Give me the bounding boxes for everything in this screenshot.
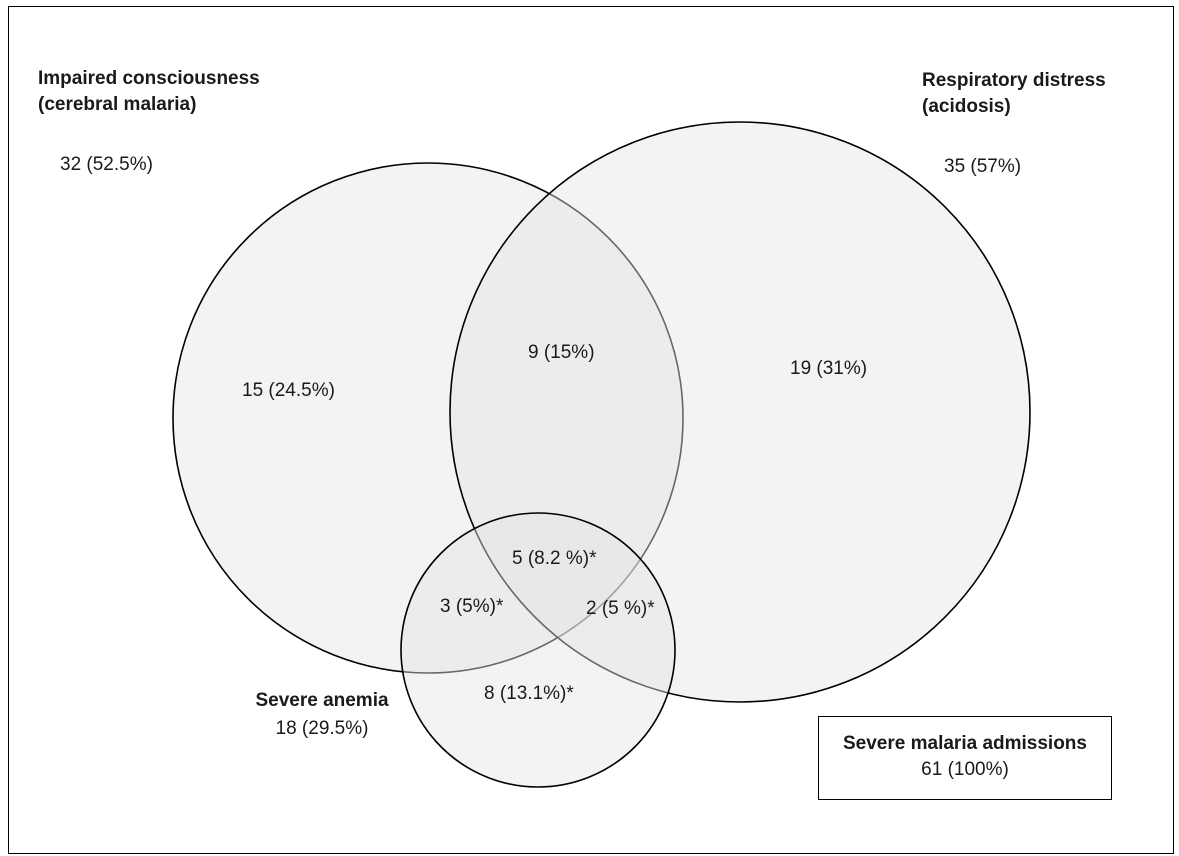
circle-respiratory-distress <box>449 121 1031 703</box>
severe-anemia-title: Severe anemia <box>255 690 389 711</box>
region-cerebral-only: 15 (24.5%) <box>242 380 335 401</box>
severe-anemia-total: 18 (29.5%) <box>275 718 369 739</box>
circle-cerebral-malaria <box>172 162 684 674</box>
cerebral-title-line2: (cerebral malaria) <box>38 94 197 115</box>
cerebral-malaria-title: Impaired consciousness (cerebral malaria… <box>38 66 260 118</box>
region-respiratory-anemia: 2 (5 %)* <box>586 598 655 619</box>
region-cerebral-respiratory: 9 (15%) <box>528 342 595 363</box>
diagram-frame <box>8 6 1174 854</box>
region-respiratory-only: 19 (31%) <box>790 358 868 379</box>
region-anemia-only: 8 (13.1%)* <box>484 683 574 704</box>
cerebral-malaria-total: 32 (52.5%) <box>60 154 153 175</box>
circle-severe-anemia <box>400 512 676 788</box>
total-admissions-box: Severe malaria admissions 61 (100%) <box>818 716 1112 800</box>
region-all-three: 5 (8.2 %)* <box>512 548 597 569</box>
region-cerebral-anemia: 3 (5%)* <box>440 596 504 617</box>
total-admissions-value: 61 (100%) <box>921 759 1009 780</box>
respiratory-distress-total: 35 (57%) <box>944 156 1022 177</box>
cerebral-title-line1: Impaired consciousness <box>38 68 260 89</box>
total-admissions-title: Severe malaria admissions <box>843 733 1087 754</box>
respiratory-distress-title: Respiratory distress (acidosis) <box>922 68 1106 120</box>
respiratory-title-line1: Respiratory distress <box>922 70 1106 91</box>
respiratory-title-line2: (acidosis) <box>922 96 1011 117</box>
